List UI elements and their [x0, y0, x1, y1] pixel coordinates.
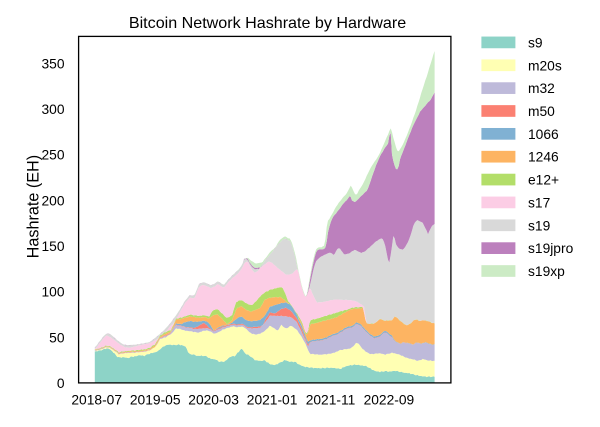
svg-text:1066: 1066	[528, 127, 559, 142]
svg-text:2022-09: 2022-09	[364, 392, 415, 407]
svg-text:m50: m50	[528, 104, 555, 119]
svg-text:2019-05: 2019-05	[130, 392, 181, 407]
svg-text:m20s: m20s	[528, 58, 562, 73]
svg-text:2018-07: 2018-07	[71, 392, 122, 407]
svg-text:s9: s9	[528, 35, 543, 50]
svg-text:2021-01: 2021-01	[247, 392, 298, 407]
svg-text:Hashrate (EH): Hashrate (EH)	[24, 155, 42, 258]
svg-text:Bitcoin Network Hashrate by Ha: Bitcoin Network Hashrate by Hardware	[129, 14, 406, 32]
svg-text:2020-03: 2020-03	[188, 392, 239, 407]
svg-text:s19: s19	[528, 218, 551, 233]
svg-text:250: 250	[41, 148, 64, 163]
svg-text:s19xp: s19xp	[528, 264, 565, 279]
svg-text:200: 200	[41, 193, 64, 208]
svg-text:m32: m32	[528, 81, 555, 96]
svg-text:s19jpro: s19jpro	[528, 241, 574, 256]
svg-text:1246: 1246	[528, 150, 559, 165]
svg-text:0: 0	[57, 376, 65, 391]
svg-text:2021-11: 2021-11	[306, 392, 356, 407]
svg-text:350: 350	[41, 56, 64, 71]
svg-text:100: 100	[41, 285, 64, 300]
svg-text:50: 50	[49, 330, 65, 345]
svg-text:150: 150	[41, 239, 64, 254]
svg-text:s17: s17	[528, 195, 550, 210]
svg-text:300: 300	[41, 102, 64, 117]
svg-text:e12+: e12+	[528, 173, 559, 188]
